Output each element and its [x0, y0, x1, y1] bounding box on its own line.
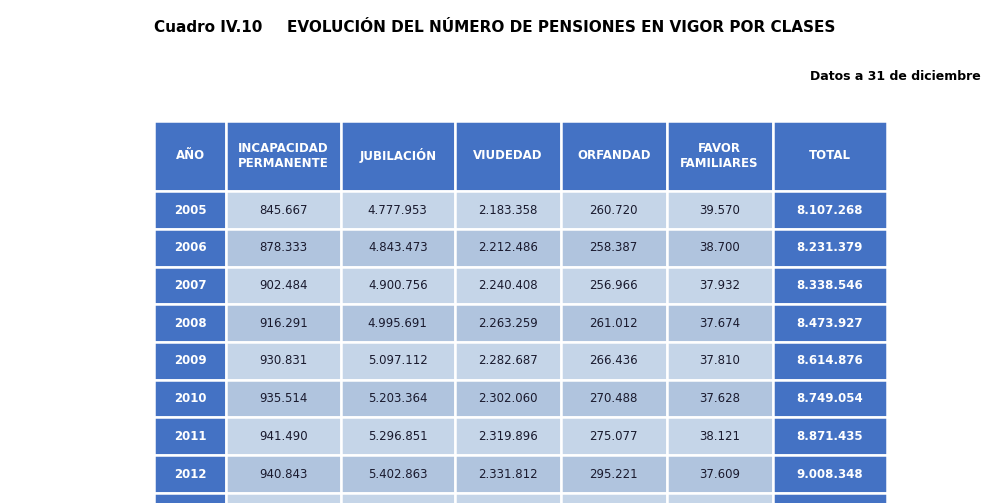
Text: 37.628: 37.628	[699, 392, 740, 405]
Text: 256.966: 256.966	[590, 279, 638, 292]
Text: 940.843: 940.843	[260, 468, 308, 480]
Text: 2005: 2005	[173, 204, 206, 216]
Text: 38.121: 38.121	[699, 430, 740, 443]
Text: Datos a 31 de diciembre: Datos a 31 de diciembre	[811, 70, 981, 83]
Text: TOTAL: TOTAL	[809, 149, 850, 162]
Text: 2007: 2007	[173, 279, 206, 292]
Text: 9.008.348: 9.008.348	[797, 468, 863, 480]
Text: 2012: 2012	[173, 468, 206, 480]
Text: 2.183.358: 2.183.358	[478, 204, 537, 216]
Text: 4.900.756: 4.900.756	[368, 279, 427, 292]
Text: 295.221: 295.221	[590, 468, 638, 480]
Text: 5.203.364: 5.203.364	[368, 392, 427, 405]
Text: 8.107.268: 8.107.268	[797, 204, 863, 216]
Text: AÑO: AÑO	[175, 149, 204, 162]
Text: 2.263.259: 2.263.259	[478, 317, 538, 329]
Text: 275.077: 275.077	[590, 430, 638, 443]
Text: 8.338.546: 8.338.546	[797, 279, 863, 292]
Text: 2006: 2006	[173, 241, 206, 254]
Text: ORFANDAD: ORFANDAD	[577, 149, 650, 162]
Text: 2011: 2011	[173, 430, 206, 443]
Text: 941.490: 941.490	[260, 430, 308, 443]
Text: INCAPACIDAD
PERMANENTE: INCAPACIDAD PERMANENTE	[238, 142, 329, 170]
Text: 261.012: 261.012	[590, 317, 638, 329]
Text: 5.402.863: 5.402.863	[368, 468, 427, 480]
Text: 38.700: 38.700	[700, 241, 740, 254]
Text: 39.570: 39.570	[700, 204, 740, 216]
Text: 930.831: 930.831	[260, 355, 307, 367]
Text: 37.810: 37.810	[700, 355, 740, 367]
Text: 270.488: 270.488	[590, 392, 638, 405]
Text: FAVOR
FAMILIARES: FAVOR FAMILIARES	[681, 142, 759, 170]
Text: 258.387: 258.387	[590, 241, 638, 254]
Text: 2009: 2009	[173, 355, 206, 367]
Text: 260.720: 260.720	[590, 204, 638, 216]
Text: 37.674: 37.674	[699, 317, 740, 329]
Text: 8.231.379: 8.231.379	[797, 241, 863, 254]
Text: EVOLUCIÓN DEL NÚMERO DE PENSIONES EN VIGOR POR CLASES: EVOLUCIÓN DEL NÚMERO DE PENSIONES EN VIG…	[287, 20, 835, 35]
Text: 5.097.112: 5.097.112	[368, 355, 427, 367]
Text: 916.291: 916.291	[259, 317, 308, 329]
Text: Cuadro IV.10: Cuadro IV.10	[154, 20, 262, 35]
Text: 2010: 2010	[173, 392, 206, 405]
Text: 5.296.851: 5.296.851	[368, 430, 427, 443]
Text: 4.777.953: 4.777.953	[368, 204, 427, 216]
Text: 2.331.812: 2.331.812	[478, 468, 537, 480]
Text: 266.436: 266.436	[590, 355, 638, 367]
Text: 2008: 2008	[173, 317, 206, 329]
Text: JUBILACIÓN: JUBILACIÓN	[359, 148, 436, 163]
Text: 37.932: 37.932	[699, 279, 740, 292]
Text: 8.871.435: 8.871.435	[797, 430, 863, 443]
Text: 935.514: 935.514	[260, 392, 308, 405]
Text: 2.282.687: 2.282.687	[478, 355, 538, 367]
Text: 8.749.054: 8.749.054	[797, 392, 863, 405]
Text: 902.484: 902.484	[260, 279, 308, 292]
Text: 2.319.896: 2.319.896	[478, 430, 538, 443]
Text: 8.473.927: 8.473.927	[797, 317, 863, 329]
Text: 2.302.060: 2.302.060	[478, 392, 537, 405]
Text: 37.609: 37.609	[699, 468, 740, 480]
Text: VIUDEDAD: VIUDEDAD	[473, 149, 542, 162]
Text: 8.614.876: 8.614.876	[797, 355, 863, 367]
Text: 4.995.691: 4.995.691	[368, 317, 428, 329]
Text: 4.843.473: 4.843.473	[368, 241, 427, 254]
Text: 845.667: 845.667	[260, 204, 308, 216]
Text: 878.333: 878.333	[260, 241, 307, 254]
Text: 2.240.408: 2.240.408	[478, 279, 537, 292]
Text: 2.212.486: 2.212.486	[478, 241, 538, 254]
